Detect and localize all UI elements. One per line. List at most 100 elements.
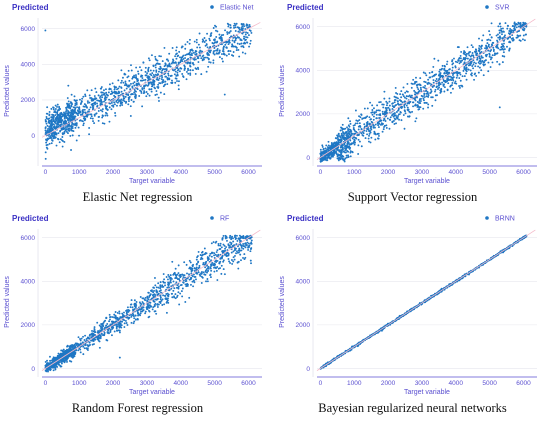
data-point [189, 69, 192, 72]
data-point [72, 118, 75, 121]
data-point [488, 53, 491, 56]
data-point [213, 47, 216, 50]
data-point [345, 131, 348, 134]
data-point [378, 101, 381, 104]
data-point [518, 22, 521, 25]
data-point [508, 47, 511, 50]
data-point [118, 331, 121, 334]
data-point [50, 118, 53, 121]
data-point [56, 357, 58, 360]
data-point [513, 27, 516, 30]
x-tick-label: 6000 [241, 380, 256, 387]
data-point [113, 88, 116, 91]
data-point [174, 70, 177, 73]
data-point [335, 144, 338, 147]
data-point [100, 325, 103, 328]
data-point [184, 280, 187, 283]
data-point [168, 275, 171, 278]
data-point [237, 245, 239, 248]
data-point [503, 35, 506, 38]
data-point [343, 160, 346, 163]
data-point [454, 60, 457, 63]
data-point [86, 101, 89, 104]
data-point [434, 94, 437, 97]
data-point [47, 127, 50, 130]
data-point [425, 90, 428, 92]
data-point [347, 150, 350, 153]
data-point [244, 28, 247, 30]
data-point [45, 131, 48, 134]
data-point [508, 35, 511, 38]
data-point [139, 296, 142, 298]
data-point [206, 56, 209, 59]
data-point [232, 256, 235, 259]
data-point [125, 312, 128, 315]
data-point [44, 126, 47, 129]
data-point [177, 68, 180, 71]
data-point [363, 107, 366, 110]
data-point [192, 273, 195, 276]
data-point [470, 62, 472, 65]
data-point [169, 279, 172, 282]
data-point [59, 112, 62, 115]
panel-rf: Predicted RF 0 1000 2000 3000 4000 5000 6000 0 200… [0, 211, 275, 422]
data-point [478, 44, 481, 47]
chart-title: Predicted [12, 3, 49, 12]
data-point [44, 157, 47, 160]
data-point [104, 95, 107, 98]
data-point [112, 104, 115, 107]
data-point [375, 113, 378, 116]
data-point [366, 107, 369, 110]
data-point [69, 111, 71, 114]
data-point [441, 64, 444, 67]
data-point [477, 65, 480, 68]
data-point [90, 89, 93, 92]
data-point [202, 54, 205, 57]
data-point [443, 90, 446, 93]
data-point [419, 84, 422, 87]
data-point [49, 355, 51, 358]
data-point [375, 117, 378, 120]
data-point [64, 120, 67, 123]
data-point [233, 45, 235, 48]
data-point [438, 86, 440, 89]
data-point [100, 98, 102, 101]
data-point [341, 128, 344, 131]
data-point [395, 92, 397, 94]
data-point [184, 278, 187, 281]
data-point [57, 108, 60, 111]
data-point [441, 74, 444, 77]
data-point [447, 75, 450, 78]
data-point [144, 70, 147, 73]
data-point [480, 47, 483, 50]
data-point [413, 89, 416, 92]
data-point [187, 72, 190, 75]
data-point [101, 324, 104, 327]
data-point [244, 39, 247, 42]
data-point [79, 348, 82, 351]
data-point [72, 117, 75, 119]
data-point [175, 276, 178, 279]
data-point [339, 141, 342, 144]
data-point [108, 83, 111, 86]
data-point [408, 115, 411, 118]
data-point [245, 244, 248, 247]
data-point [49, 369, 52, 372]
data-point [371, 109, 374, 111]
data-point [116, 329, 119, 332]
data-point [152, 295, 155, 298]
data-point [146, 92, 149, 95]
data-point [72, 130, 75, 133]
data-point [77, 112, 80, 115]
data-point [119, 104, 122, 107]
data-point [52, 108, 55, 111]
data-point [247, 248, 250, 251]
data-point [319, 158, 322, 161]
data-point [128, 96, 131, 98]
data-point [398, 118, 400, 121]
data-point [127, 98, 130, 101]
data-point [132, 322, 135, 325]
data-point [63, 359, 66, 362]
data-point [135, 76, 138, 78]
data-point [517, 30, 520, 33]
